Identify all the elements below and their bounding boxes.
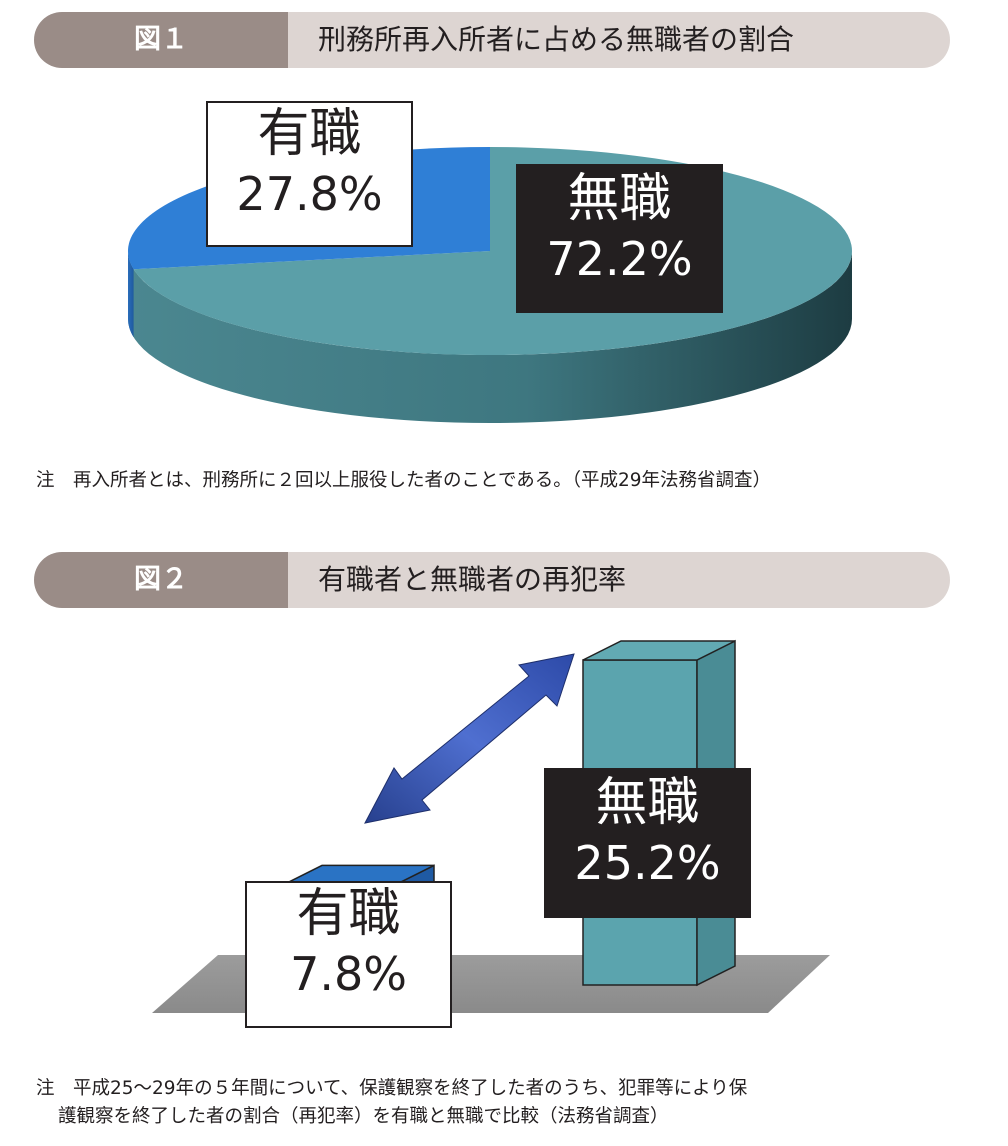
figure1-note: 注 再入所者とは、刑務所に２回以上服役した者のことである。（平成29年法務省調査… — [36, 470, 772, 491]
pie-side-employed — [128, 251, 134, 338]
bar-label-employed-name: 有職 — [296, 884, 401, 944]
pie-label-employed-value: 27.8% — [236, 167, 383, 222]
figure2-title: 有職者と無職者の再犯率 — [288, 552, 950, 608]
bar-label-unemployed-name: 無職 — [595, 773, 700, 833]
figure2-note-line1: 注 平成25～29年の５年間について、保護観察を終了した者のうち、犯罪等により保 — [36, 1078, 748, 1099]
figure1-title: 刑務所再入所者に占める無職者の割合 — [288, 12, 950, 68]
comparison-arrow — [364, 653, 575, 824]
pie-label-employed-name: 有職 — [257, 104, 362, 164]
bar-label-employed: 有職 7.8% — [245, 881, 452, 1028]
figure2-header: 図２ 有職者と無職者の再犯率 — [34, 552, 950, 608]
bar-label-employed-value: 7.8% — [290, 947, 407, 1002]
pie-label-unemployed-name: 無職 — [567, 169, 672, 229]
pie-label-unemployed: 無職 72.2% — [516, 164, 723, 313]
bar-label-unemployed: 無職 25.2% — [544, 768, 751, 918]
pie-label-employed: 有職 27.8% — [206, 101, 413, 247]
bar-label-unemployed-value: 25.2% — [574, 836, 721, 891]
figure1-tag: 図１ — [34, 12, 288, 68]
figure2-note-line2: 護観察を終了した者の割合（再犯率）を有職と無職で比較（法務省調査） — [58, 1106, 669, 1127]
bar-unemployed-top — [582, 640, 736, 661]
figure1-header: 図１ 刑務所再入所者に占める無職者の割合 — [34, 12, 950, 68]
pie-side — [128, 251, 852, 423]
pie-label-unemployed-value: 72.2% — [546, 232, 693, 287]
figure2-tag: 図２ — [34, 552, 288, 608]
